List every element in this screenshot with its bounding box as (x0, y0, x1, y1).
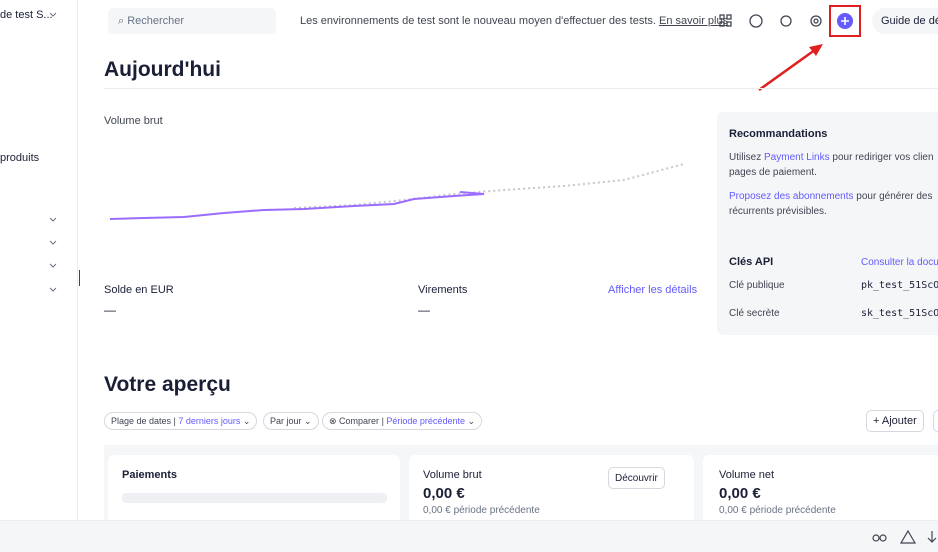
card-previous: 0,00 € période précédente (423, 505, 540, 516)
card-value: 0,00 € (719, 485, 761, 502)
discover-button[interactable]: Découvrir (608, 467, 665, 489)
text: pour générer des (853, 191, 933, 202)
section-title: Aujourd'hui (104, 58, 221, 81)
button[interactable] (933, 410, 938, 432)
text: Utilisez (729, 152, 765, 163)
card-value: 0,00 € (423, 485, 465, 502)
value: 7 derniers jours (178, 416, 241, 426)
key-value[interactable]: sk_test_51ScOf (861, 308, 938, 319)
chart-label: Volume brut (104, 115, 163, 127)
chevron (49, 12, 57, 17)
recommendation: Proposez des abonnements pour générer de… (729, 191, 932, 202)
docs-link[interactable]: Consulter la docu (861, 257, 938, 268)
panel-title: Recommandations (729, 128, 828, 140)
text: pages de paiement. (729, 167, 817, 178)
section-title: Votre aperçu (104, 373, 231, 396)
volume-sparkline (109, 163, 685, 220)
card-title: Volume net (719, 469, 775, 481)
banner-link[interactable]: En savoir plus (659, 15, 729, 27)
balance-value: — (104, 303, 116, 317)
payouts-label: Virements (418, 284, 468, 296)
label: Plage de dates (111, 416, 172, 426)
recommendation: Utilisez Payment Links pour rediriger vo… (729, 152, 934, 163)
banner: Les environnements de test sont le nouve… (300, 15, 728, 27)
label: Comparer (339, 416, 380, 426)
text: récurrents prévisibles. (729, 206, 827, 217)
divider (79, 270, 80, 286)
link[interactable]: Proposez des abonnements (729, 191, 854, 202)
nav-item[interactable]: produits (0, 152, 40, 164)
value: Période précédente (386, 416, 465, 426)
search-box[interactable]: ⌕ Rechercher (108, 8, 276, 34)
side-panel: Recommandations Utilisez Payment Links p… (717, 112, 938, 335)
guide-button[interactable]: Guide de dé (872, 8, 938, 34)
text: pour rediriger vos clien (829, 152, 934, 163)
add-button[interactable]: + Ajouter (866, 410, 924, 432)
card-previous: 0,00 € période précédente (719, 505, 836, 516)
search-placeholder: Rechercher (127, 15, 185, 27)
highlight-box (829, 5, 861, 37)
panel-title: Clés API (729, 256, 774, 268)
bottom-bar (0, 520, 938, 552)
card-title: Volume brut (423, 469, 482, 481)
bottom-icons (872, 529, 937, 544)
compare-filter[interactable]: ⊗ Comparer | Période précédente ⌄ (322, 412, 483, 430)
toolbar-icons (719, 14, 822, 28)
link[interactable]: Payment Links (764, 152, 830, 163)
account-name[interactable]: de test S... (0, 9, 53, 21)
payouts-value: — (418, 303, 430, 317)
value: Par jour (270, 416, 302, 426)
sidebar (0, 0, 78, 520)
create-button[interactable] (836, 12, 854, 30)
details-link[interactable]: Afficher les détails (608, 284, 698, 296)
divider (104, 88, 938, 89)
card-title: Paiements (122, 469, 178, 481)
interval-filter[interactable]: Par jour ⌄ (263, 412, 319, 430)
balance-label: Solde en EUR (104, 284, 174, 296)
banner-text: Les environnements de test sont le nouve… (300, 15, 656, 27)
date-filter[interactable]: Plage de dates | 7 derniers jours ⌄ (104, 412, 258, 430)
skeleton (122, 493, 387, 503)
key-label: Clé secrète (729, 308, 780, 319)
red-arrow (758, 44, 823, 92)
key-value[interactable]: pk_test_51ScOf (861, 280, 938, 291)
key-label: Clé publique (729, 280, 785, 291)
chevrons (49, 217, 57, 292)
